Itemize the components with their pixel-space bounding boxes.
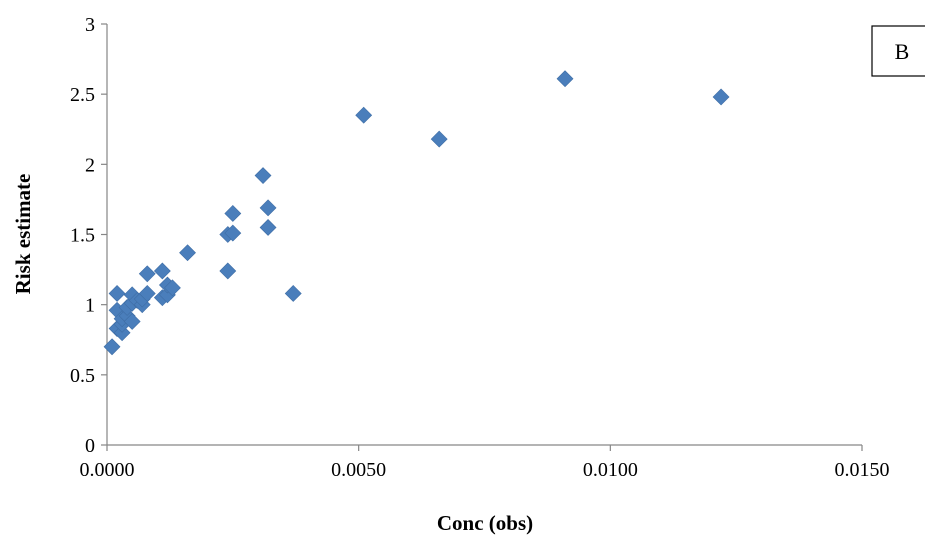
data-points <box>103 70 730 356</box>
data-point <box>164 279 181 297</box>
x-tick-label: 0.0100 <box>583 459 638 481</box>
x-tick-label: 0.0050 <box>331 459 386 481</box>
data-point <box>219 262 237 280</box>
data-point <box>712 88 730 106</box>
data-point <box>138 265 156 283</box>
data-point <box>179 244 196 262</box>
x-tick-label: 0.0150 <box>835 459 890 481</box>
x-tick-label: 0.0000 <box>80 459 135 481</box>
x-axis-title: Conc (obs) <box>437 511 533 535</box>
data-point <box>224 205 242 222</box>
data-point <box>123 313 141 330</box>
y-axis-ticks: 0 0.5 1 1.5 2 2.5 3 <box>70 14 107 457</box>
panel-label-box: B <box>871 25 925 77</box>
y-tick-label: 1.5 <box>70 225 95 247</box>
data-point <box>103 338 121 356</box>
data-point <box>108 285 126 302</box>
y-tick-label: 2.5 <box>70 84 95 106</box>
y-tick-label: 1 <box>85 295 95 317</box>
y-axis-title: Risk estimate <box>11 174 35 295</box>
data-point <box>153 262 171 280</box>
y-tick-label: 2 <box>85 154 95 176</box>
data-point <box>259 219 277 236</box>
data-point <box>355 106 373 124</box>
panel-label: B <box>895 39 910 64</box>
data-point <box>224 224 242 242</box>
data-point <box>138 285 156 302</box>
data-point <box>430 130 448 148</box>
y-tick-label: 0 <box>85 435 95 457</box>
y-tick-label: 3 <box>85 14 95 36</box>
data-point <box>284 285 302 302</box>
y-tick-label: 0.5 <box>70 365 95 387</box>
data-point <box>556 70 574 88</box>
data-point <box>254 167 272 184</box>
data-point <box>259 199 277 217</box>
x-axis-ticks: 0.0000 0.0050 0.0100 0.0150 <box>80 445 890 481</box>
